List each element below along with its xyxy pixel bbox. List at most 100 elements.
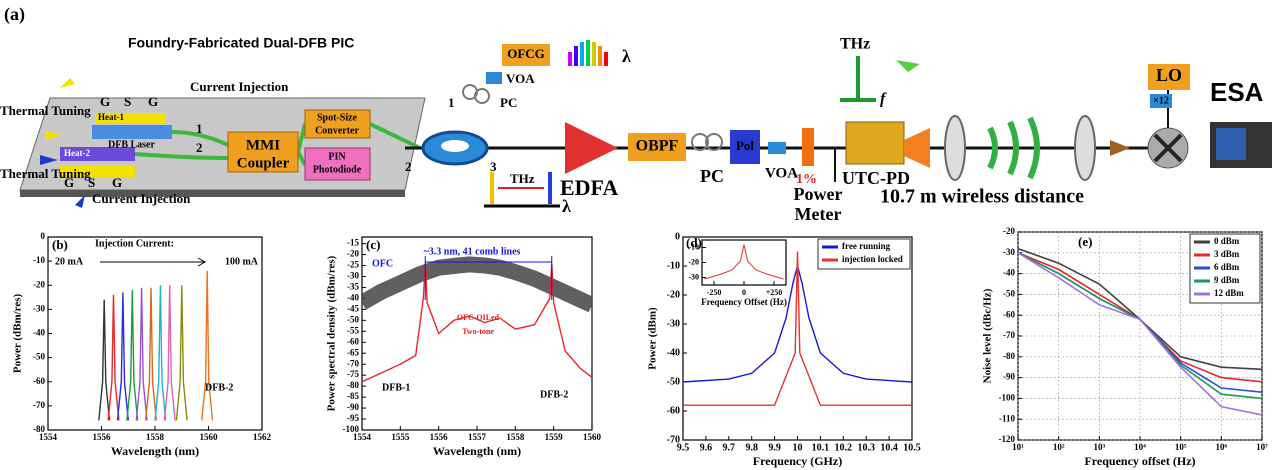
label: S (124, 94, 131, 109)
edfa (565, 122, 618, 174)
annotation: OFC (372, 258, 393, 269)
x-axis-label: Frequency (GHz) (753, 454, 842, 468)
x-axis-label: Wavelength (nm) (111, 444, 199, 458)
y-tick-label: -65 (347, 347, 359, 357)
chip-edge (20, 190, 405, 197)
y-tick-label: -30 (667, 318, 680, 329)
x-tick-label: 1556 (430, 432, 449, 442)
x-tick-label: 9.9 (768, 442, 781, 453)
label: 10.7 m wireless distance (880, 186, 1084, 208)
chart: 10¹10²10³10⁴10⁵10⁶10⁷-20-30-40-50-60-70-… (982, 226, 1269, 468)
x-tick-label: 9.6 (700, 442, 713, 453)
y-axis-label: Power (dBm/res) (12, 294, 24, 374)
y-tick-label: -30 (688, 272, 699, 281)
label: Power (794, 184, 843, 204)
y-tick-label: -70 (33, 400, 45, 410)
label: Heat-1 (98, 112, 124, 122)
y-tick-label: -60 (667, 405, 680, 416)
thz-spectrum (840, 56, 876, 100)
label: VOA (506, 71, 535, 86)
y-tick-label: -30 (1003, 247, 1015, 257)
annotation: DFB-1 (382, 382, 410, 393)
y-tick-label: -90 (1003, 372, 1015, 382)
y-tick-label: -15 (347, 238, 359, 248)
label: Current Injection (92, 191, 191, 206)
annotation: DFB-2 (205, 382, 233, 393)
y-tick-label: -40 (1003, 268, 1015, 278)
panel-label: (c) (366, 237, 380, 252)
label: ×12 (1153, 95, 1169, 106)
x-tick-label: 10.4 (880, 442, 898, 453)
legend-label: 0 dBm (1214, 236, 1240, 246)
y-tick-label: -25 (347, 260, 359, 270)
y-tick-label: -45 (347, 303, 359, 313)
chart: 155415561558156015620-10-20-30-40-50-60-… (12, 231, 272, 458)
label: ESA (1210, 77, 1264, 107)
x-tick-label: 1558 (146, 432, 165, 442)
utc-pd (846, 122, 904, 164)
annotation: DFB-2 (540, 389, 568, 400)
label: Heat-2 (64, 148, 90, 158)
arrow (60, 78, 75, 88)
y-tick-label: -50 (33, 352, 45, 362)
y-tick-label: -10 (667, 260, 680, 271)
x-axis-label: Wavelength (nm) (433, 444, 521, 458)
annotation: ~3.3 nm, 41 comb lines (424, 246, 521, 257)
label: 1 (196, 121, 203, 136)
lens (945, 116, 965, 180)
y-tick-label: -20 (688, 257, 699, 266)
x-tick-label: 1560 (200, 432, 219, 442)
label: Current Injection (190, 79, 289, 94)
y-tick-label: -80 (33, 424, 45, 434)
y-tick-label: -40 (667, 347, 680, 358)
esa-screen (1216, 128, 1246, 160)
x-tick-label: 9.7 (723, 442, 736, 453)
label: G (148, 94, 158, 109)
label: VOA (765, 165, 798, 181)
y-tick-label: -55 (347, 325, 359, 335)
laser (92, 125, 172, 139)
label: S (88, 175, 95, 190)
label: LO (1156, 65, 1182, 85)
y-tick-label: -100 (343, 424, 360, 434)
y-tick-label: -20 (347, 249, 359, 259)
label: Photodiode (313, 164, 362, 175)
x-tick-label: 1560 (583, 432, 602, 442)
legend-label: 12 dBm (1214, 288, 1244, 298)
y-tick-label: -80 (347, 380, 359, 390)
y-tick-label: -120 (999, 434, 1016, 444)
x-axis-label: Frequency Offset (Hz) (701, 297, 787, 307)
y-tick-label: -40 (33, 328, 45, 338)
y-tick-label: -100 (999, 392, 1016, 402)
y-tick-label: -30 (33, 303, 45, 313)
y-axis-label: Noise level (dBc/Hz) (982, 288, 994, 383)
legend-label: free running (842, 241, 891, 251)
label: DFB Laser (108, 139, 156, 150)
label: MMI (246, 137, 280, 153)
annotation: Injection Current: (95, 238, 174, 249)
label: Coupler (237, 155, 290, 171)
y-tick-label: -70 (347, 358, 359, 368)
label: 3 (490, 159, 497, 174)
x-tick-label: 1555 (391, 432, 410, 442)
y-tick-label: -70 (1003, 330, 1015, 340)
label: Thermal Tuning (0, 166, 91, 181)
y-tick-label: -80 (1003, 351, 1015, 361)
pc (475, 89, 489, 103)
y-tick-label: -110 (999, 413, 1016, 423)
panel-label: (b) (52, 237, 68, 252)
x-tick-label: 10 (793, 442, 803, 453)
y-tick-label: -95 (347, 413, 359, 423)
y-tick-label: -10 (688, 242, 699, 251)
coupler (802, 128, 814, 166)
setup-diagram: (a) Foundry-Fabricated Dual-DFB PIC Curr… (0, 4, 1272, 224)
legend-label: 6 dBm (1214, 262, 1240, 272)
label: 1 (448, 95, 455, 110)
y-tick-label: -50 (347, 314, 359, 324)
x-axis-label: Frequency offset (Hz) (1084, 454, 1195, 468)
label: PC (700, 166, 724, 186)
horn (1110, 140, 1130, 156)
legend-label: 3 dBm (1214, 249, 1240, 259)
label: EDFA (560, 175, 618, 200)
